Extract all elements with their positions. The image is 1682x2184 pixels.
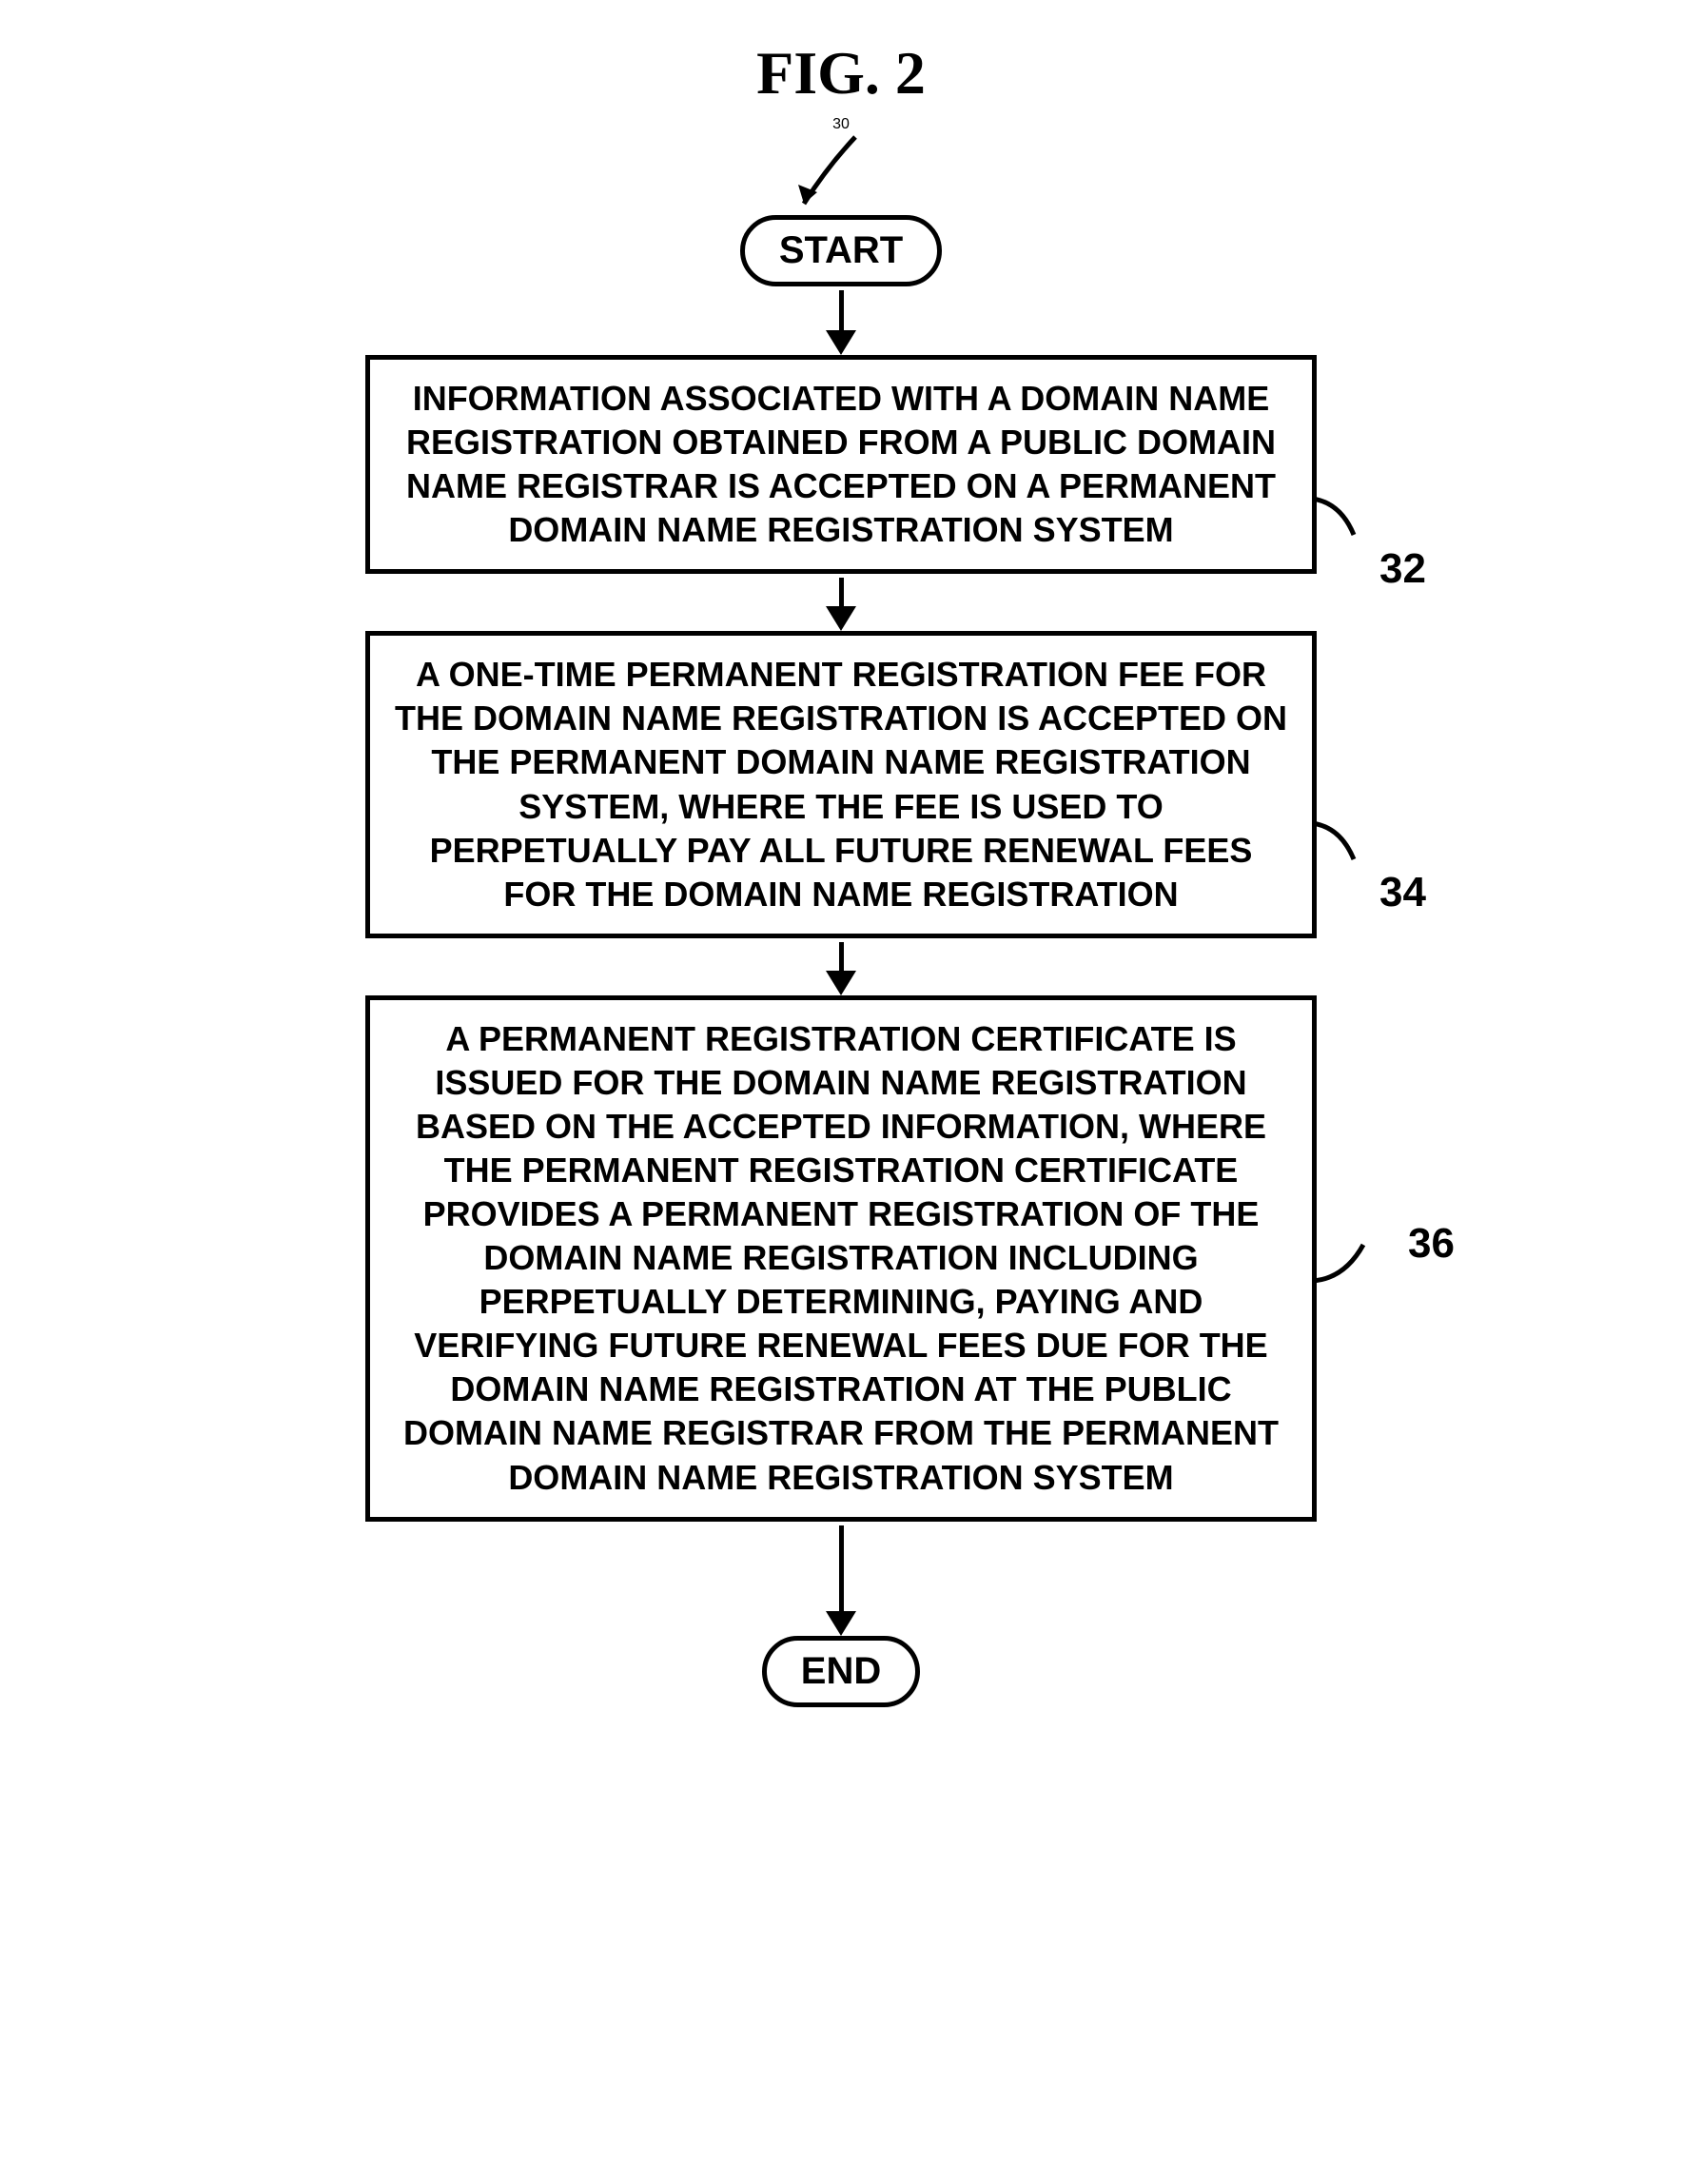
arrow-step3-to-end <box>826 1525 856 1636</box>
start-label: START <box>779 229 903 271</box>
figure-title: FIG. 2 <box>270 38 1412 108</box>
arrow-head-icon <box>826 971 856 995</box>
reference-label-32: 32 <box>1379 542 1426 596</box>
arrow-shaft <box>839 1525 844 1611</box>
leader-curve-34 <box>1312 819 1379 876</box>
arrow-head-icon <box>826 1611 856 1636</box>
reference-label-36: 36 <box>1408 1217 1455 1270</box>
arrow-step2-to-step3 <box>826 942 856 995</box>
arrow-step1-to-step2 <box>826 578 856 631</box>
reference-label-34: 34 <box>1379 866 1426 919</box>
arrow-head-icon <box>826 606 856 631</box>
arrow-start-to-step1 <box>826 290 856 355</box>
flowchart-column: START INFORMATION ASSOCIATED WITH A DOMA… <box>365 215 1317 1707</box>
end-label: END <box>801 1650 881 1692</box>
leader-curve-32 <box>1312 495 1379 552</box>
process-text: A ONE-TIME PERMANENT REGISTRATION FEE FO… <box>395 655 1287 913</box>
process-step-34: A ONE-TIME PERMANENT REGISTRATION FEE FO… <box>365 631 1317 937</box>
end-terminator: END <box>762 1636 920 1707</box>
arrow-shaft <box>839 942 844 971</box>
process-step-32: INFORMATION ASSOCIATED WITH A DOMAIN NAM… <box>365 355 1317 574</box>
arrow-shaft <box>839 578 844 606</box>
process-step-36: A PERMANENT REGISTRATION CERTIFICATE IS … <box>365 995 1317 1522</box>
leader-curve-36 <box>1312 1237 1398 1294</box>
arrow-head-icon <box>826 330 856 355</box>
leader-arrow-30 <box>789 129 893 215</box>
start-terminator: START <box>740 215 942 286</box>
arrow-shaft <box>839 290 844 330</box>
figure-reference-30: 30 <box>270 116 1412 215</box>
process-text: A PERMANENT REGISTRATION CERTIFICATE IS … <box>403 1019 1279 1497</box>
figure-container: FIG. 2 30 START INFORMATION ASSOCIATED W… <box>270 38 1412 1707</box>
process-text: INFORMATION ASSOCIATED WITH A DOMAIN NAM… <box>406 379 1276 549</box>
